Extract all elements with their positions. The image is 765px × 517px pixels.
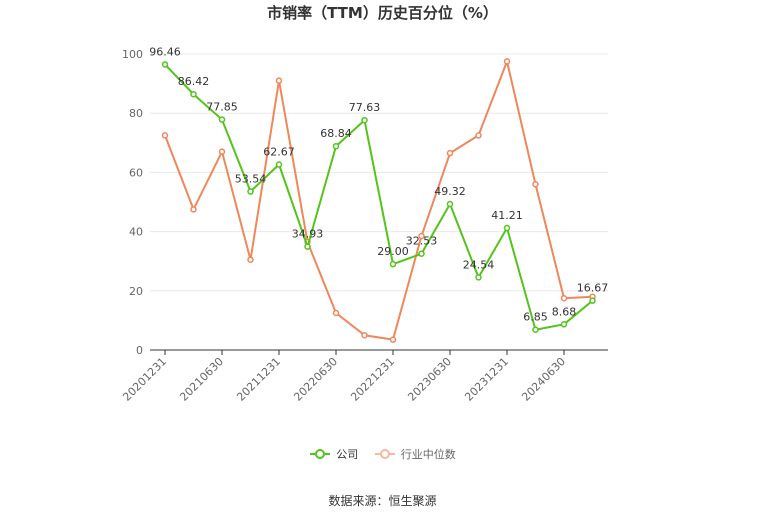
y-tick-label: 0 [136,344,143,357]
data-label: 24.54 [463,258,495,271]
x-tick-label: 20210630 [177,355,226,404]
series-line-company [164,63,594,331]
data-label: 86.42 [178,75,210,88]
y-tick-label: 80 [129,107,143,120]
y-tick-label: 40 [129,226,143,239]
data-point-industry [503,58,511,65]
data-label: 32.53 [406,235,438,248]
y-tick-label: 20 [129,285,143,298]
data-point-company [446,200,454,208]
y-tick-label: 100 [122,48,143,61]
data-point-industry [161,132,169,139]
x-tick-label: 20230630 [405,355,454,404]
data-point-company [161,61,169,68]
label-layer: 96.46 86.42 77.85 53.54 62.67 34.93 68.84 77.63… [149,45,608,323]
data-point-industry [218,148,226,155]
data-label: 41.21 [491,209,523,222]
grid-layer [150,53,608,292]
x-tick-label: 20220630 [291,355,340,404]
data-label: 16.67 [577,282,609,295]
data-label: 8.68 [552,305,577,318]
data-label: 77.85 [206,101,238,114]
data-point-industry [275,77,283,84]
data-point-industry [560,294,568,302]
data-point-company [560,321,568,328]
data-point-industry [361,331,368,339]
x-tick-label: 20231231 [462,355,511,404]
data-point-company [389,260,397,268]
legend-label-industry: 行业中位数 [400,448,456,461]
data-point-company [304,243,311,250]
data-label: 49.32 [434,185,466,198]
y-tick-label: 60 [129,166,143,179]
data-point-industry [532,180,539,188]
data-point-company [532,326,539,333]
data-point-company [475,274,482,281]
data-point-company [218,116,226,123]
chart-title: 市销率（TTM）历史百分位（%） [267,4,498,22]
data-point-industry [446,149,454,157]
data-point-industry [389,336,397,343]
series-layer [161,58,596,343]
x-tick-label: 20240630 [519,355,568,404]
data-point-company [589,297,596,304]
data-point-company [418,250,425,257]
legend: 公司 行业中位数 [0,446,765,463]
data-point-industry [475,132,482,139]
data-label: 77.63 [349,101,381,114]
data-point-company [332,142,340,150]
data-point-company [503,224,511,232]
legend-item-industry[interactable]: 行业中位数 [374,446,456,462]
data-label: 53.54 [235,173,267,186]
x-tick-label: 20221231 [348,355,397,404]
data-label: 6.85 [523,311,548,324]
data-point-company [190,90,197,98]
data-label: 62.67 [263,145,295,158]
legend-label-company: 公司 [336,448,359,461]
data-point-industry [418,232,425,240]
data-point-company [247,188,254,195]
data-point-industry [332,309,340,317]
series-line-industry [164,60,593,341]
data-source: 数据来源：恒生聚源 [328,494,437,508]
data-label: 68.84 [320,127,352,140]
legend-line-marker-icon [310,449,331,459]
legend-item-company[interactable]: 公司 [309,446,358,462]
legend-line-marker-icon [374,449,395,459]
data-label: 96.46 [149,45,181,58]
data-label: 34.93 [292,228,324,241]
x-tick-label: 20211231 [234,355,283,404]
data-label: 29.00 [377,245,409,258]
data-point-company [361,116,368,124]
data-point-company [275,161,283,168]
data-point-industry [247,256,254,263]
x-tick-label: 20201231 [120,355,169,404]
data-point-industry [190,206,197,213]
